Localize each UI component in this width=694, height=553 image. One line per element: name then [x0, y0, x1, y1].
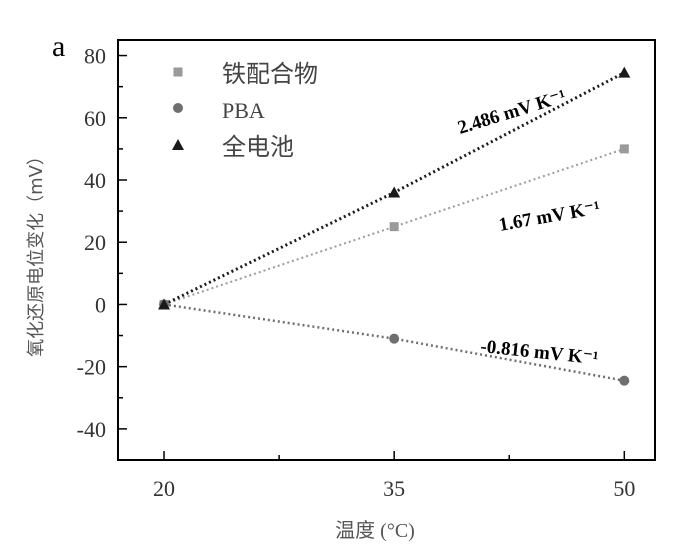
data-point	[389, 333, 400, 344]
series-line	[163, 147, 625, 306]
x-tick-label: 35	[383, 476, 405, 501]
y-tick-label: 40	[84, 168, 106, 193]
data-point	[158, 298, 171, 310]
legend-marker	[172, 139, 184, 150]
legend-label: 铁配合物	[222, 60, 318, 88]
legend: 铁配合物 PBA 全电池	[172, 60, 318, 161]
x-tick-label: 50	[613, 476, 635, 501]
slope-labels: 1.67 mV K⁻¹-0.816 mV K⁻¹2.486 mV K⁻¹	[455, 86, 601, 369]
slope-annotation: 2.486 mV K⁻¹	[455, 86, 568, 139]
data-point	[388, 186, 401, 198]
legend-label: PBA	[222, 98, 265, 123]
plot-frame	[117, 39, 656, 461]
panel-label: a	[52, 30, 65, 63]
legend-marker	[173, 103, 183, 113]
series-markers	[158, 66, 631, 386]
slope-annotation: 1.67 mV K⁻¹	[497, 197, 602, 235]
y-axis-title: 氧化还原电位变化（mV）	[26, 147, 47, 357]
x-tick-labels: 20 35 50	[153, 476, 635, 501]
y-tick-label: 80	[84, 44, 106, 69]
legend-marker	[173, 67, 183, 77]
legend-label: 全电池	[222, 133, 294, 161]
y-tick-label: -40	[77, 417, 106, 442]
y-tick-label: 0	[95, 292, 106, 317]
y-tick-label: 20	[84, 230, 106, 255]
x-tick-label: 20	[153, 476, 175, 501]
data-point	[389, 222, 399, 232]
data-point	[618, 66, 631, 78]
y-tick-label: 60	[84, 106, 106, 131]
y-tick-label: -20	[77, 355, 106, 380]
data-point	[619, 375, 630, 386]
x-axis-title: 温度 (°C)	[335, 519, 415, 542]
data-point	[619, 144, 629, 154]
y-tick-labels: 80 60 40 20 0 -20 -40	[77, 44, 106, 442]
axis-ticks	[118, 54, 626, 460]
